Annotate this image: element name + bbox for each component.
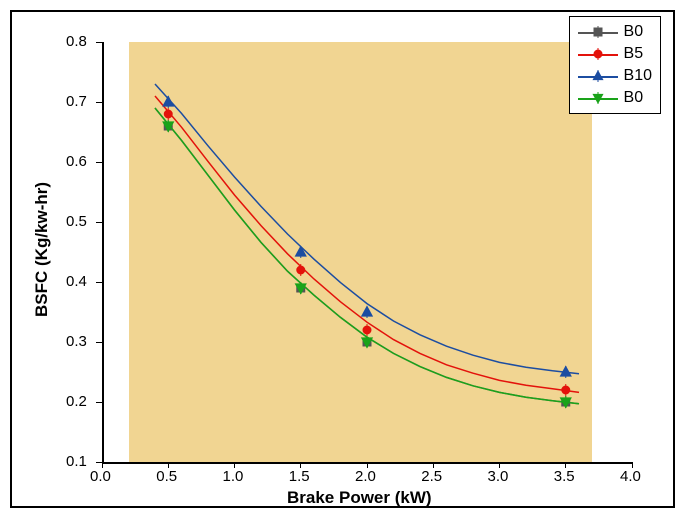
series-line: [155, 108, 579, 404]
x-tick-label: 3.0: [488, 468, 509, 485]
x-tick-label: 3.5: [554, 468, 575, 485]
legend-label: B0: [624, 89, 644, 107]
x-tick-label: 2.0: [355, 468, 376, 485]
y-tick: [96, 222, 102, 223]
x-tick-label: 1.5: [289, 468, 310, 485]
y-tick-label: 0.4: [66, 273, 87, 290]
legend-entry: B0: [578, 21, 652, 43]
chart-frame: 0.0 0.5 1.0 1.5 2.0 2.5 3.0 3.5 4.0 0.1 0.2 0.3 0.4…: [10, 10, 675, 508]
y-tick: [96, 342, 102, 343]
legend-entry: B0: [578, 87, 652, 109]
y-tick-label: 0.6: [66, 153, 87, 170]
series-marker: [164, 108, 172, 120]
x-tick-label: 2.5: [421, 468, 442, 485]
series-marker: [562, 384, 570, 396]
y-tick-label: 0.7: [66, 93, 87, 110]
series-marker: [362, 306, 373, 318]
y-tick-label: 0.3: [66, 333, 87, 350]
x-tick-label: 1.0: [223, 468, 244, 485]
series-marker: [295, 246, 306, 258]
legend-swatch: [578, 23, 618, 41]
legend-label: B5: [624, 45, 644, 63]
series-line: [155, 108, 579, 404]
series-marker: [297, 264, 305, 276]
legend-entry: B10: [578, 65, 652, 87]
legend-swatch: [578, 45, 618, 63]
legend-label: B10: [624, 67, 652, 85]
legend-swatch: [578, 67, 618, 85]
y-tick: [96, 402, 102, 403]
y-tick-label: 0.5: [66, 213, 87, 230]
legend-swatch: [578, 89, 618, 107]
y-tick-label: 0.2: [66, 393, 87, 410]
y-tick: [96, 282, 102, 283]
y-tick-label: 0.1: [66, 453, 87, 470]
legend-label: B0: [624, 23, 644, 41]
legend: B0 B5 B10 B0: [569, 16, 661, 114]
y-tick: [96, 462, 102, 463]
x-tick-label: 0.0: [90, 468, 111, 485]
y-tick: [96, 42, 102, 43]
y-tick: [96, 102, 102, 103]
legend-entry: B5: [578, 43, 652, 65]
y-tick-label: 0.8: [66, 33, 87, 50]
y-tick: [96, 162, 102, 163]
x-axis-title: Brake Power (kW): [287, 488, 432, 508]
x-tick-label: 4.0: [620, 468, 641, 485]
y-axis-title: BSFC (Kg/kw-hr): [32, 182, 52, 317]
x-tick-label: 0.5: [156, 468, 177, 485]
